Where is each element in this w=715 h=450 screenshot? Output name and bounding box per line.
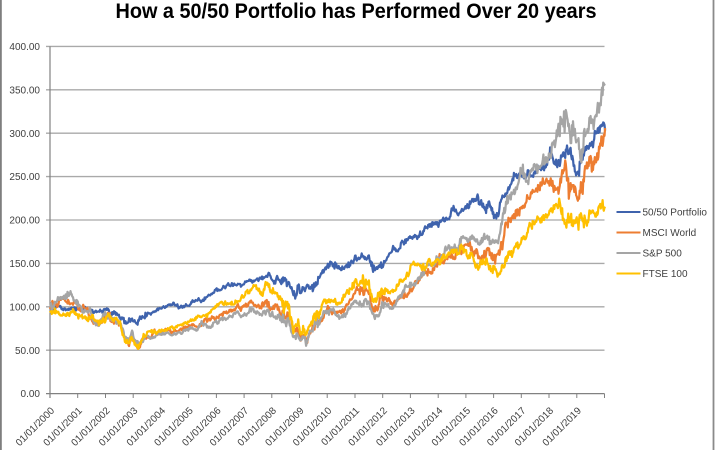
svg-text:200.00: 200.00 bbox=[9, 216, 40, 227]
svg-text:50/50 Portfolio: 50/50 Portfolio bbox=[643, 208, 708, 219]
svg-text:100.00: 100.00 bbox=[9, 302, 40, 313]
svg-text:50.00: 50.00 bbox=[15, 346, 40, 357]
svg-text:MSCI World: MSCI World bbox=[643, 228, 697, 239]
svg-text:350.00: 350.00 bbox=[9, 85, 40, 96]
svg-text:400.00: 400.00 bbox=[9, 42, 40, 53]
svg-text:250.00: 250.00 bbox=[9, 172, 40, 183]
svg-text:FTSE 100: FTSE 100 bbox=[643, 269, 688, 280]
svg-text:How a 50/50 Portfolio has Perf: How a 50/50 Portfolio has Performed Over… bbox=[116, 0, 597, 23]
svg-text:150.00: 150.00 bbox=[9, 259, 40, 270]
svg-text:S&P 500: S&P 500 bbox=[643, 249, 683, 260]
svg-text:300.00: 300.00 bbox=[9, 129, 40, 140]
svg-text:0.00: 0.00 bbox=[21, 389, 41, 400]
